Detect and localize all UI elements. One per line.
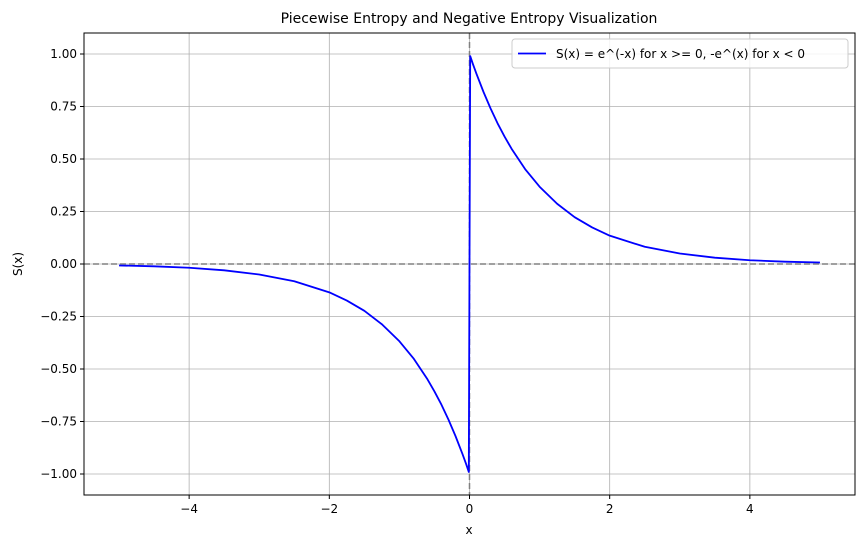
x-tick-label: 0 <box>466 502 474 516</box>
y-tick-label: −0.75 <box>40 415 77 429</box>
y-tick-label: −1.00 <box>40 467 77 481</box>
legend: S(x) = e^(-x) for x >= 0, -e^(x) for x <… <box>511 38 849 69</box>
y-axis-label: S(x) <box>11 252 25 276</box>
legend-frame <box>511 38 849 69</box>
y-tick-label: 1.00 <box>50 47 77 61</box>
y-axis-ticks: 1.00 0.75 0.50 0.25 0.00 −0.25 −0.50 −0.75 −1.00 <box>40 47 84 481</box>
x-tick-label: 2 <box>606 502 614 516</box>
y-tick-label: −0.50 <box>40 362 77 376</box>
x-tick-label: −2 <box>320 502 338 516</box>
y-tick-label: −0.25 <box>40 310 77 324</box>
x-tick-label: −4 <box>180 502 198 516</box>
y-tick-label: 0.75 <box>50 100 77 114</box>
series-line <box>119 55 820 473</box>
x-axis-label: x <box>465 523 472 537</box>
y-tick-label: 0.00 <box>50 257 77 271</box>
legend-label: S(x) = e^(-x) for x >= 0, -e^(x) for x <… <box>556 47 805 61</box>
series-layer <box>119 55 820 473</box>
x-axis-ticks: −4 −2 0 2 4 <box>180 495 754 516</box>
chart-title: Piecewise Entropy and Negative Entropy V… <box>281 11 658 27</box>
y-tick-label: 0.25 <box>50 205 77 219</box>
x-tick-label: 4 <box>746 502 754 516</box>
y-tick-label: 0.50 <box>50 152 77 166</box>
